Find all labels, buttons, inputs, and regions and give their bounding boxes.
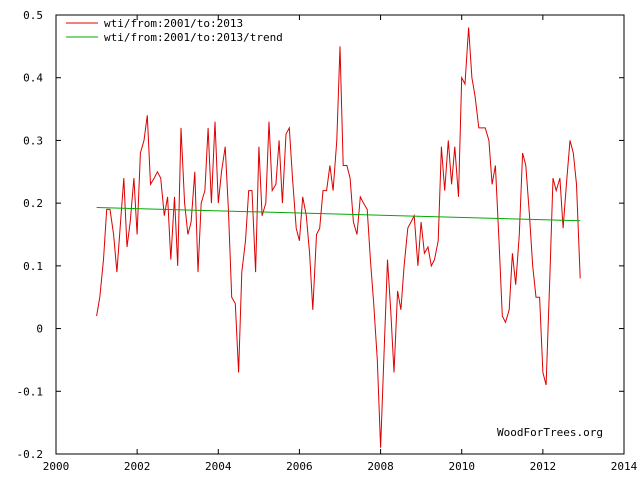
y-tick-label: -0.2 [17, 448, 44, 461]
x-tick-label: 2012 [530, 460, 557, 473]
x-tick-label: 2014 [611, 460, 638, 473]
y-axis: -0.2 -0.1 0 0.1 0.2 0.3 0.4 0.5 [17, 9, 624, 461]
x-tick-label: 2010 [448, 460, 475, 473]
y-tick-label: 0.3 [23, 134, 43, 147]
plot-area [55, 14, 625, 455]
y-tick-label: 0.5 [23, 9, 43, 22]
series-lines [96, 27, 581, 448]
legend: wti/from:2001/to:2013 wti/from:2001/to:2… [66, 17, 283, 44]
legend-label-wti: wti/from:2001/to:2013 [104, 17, 243, 30]
y-tick-label: 0.4 [23, 72, 43, 85]
y-tick-label: 0 [36, 323, 43, 336]
legend-label-trend: wti/from:2001/to:2013/trend [104, 31, 283, 44]
y-tick-label: 0.1 [23, 260, 43, 273]
y-tick-label: -0.1 [17, 385, 44, 398]
x-tick-label: 2004 [205, 460, 232, 473]
x-tick-label: 2000 [43, 460, 70, 473]
x-axis: 2000 2002 2004 2006 2008 2010 2012 2014 [43, 15, 638, 473]
y-tick-label: 0.2 [23, 197, 43, 210]
series-line-wti [96, 27, 581, 448]
x-tick-label: 2008 [367, 460, 394, 473]
x-tick-label: 2006 [286, 460, 313, 473]
watermark: WoodForTrees.org [497, 426, 603, 439]
series-line-trend [96, 207, 581, 222]
x-tick-label: 2002 [124, 460, 151, 473]
